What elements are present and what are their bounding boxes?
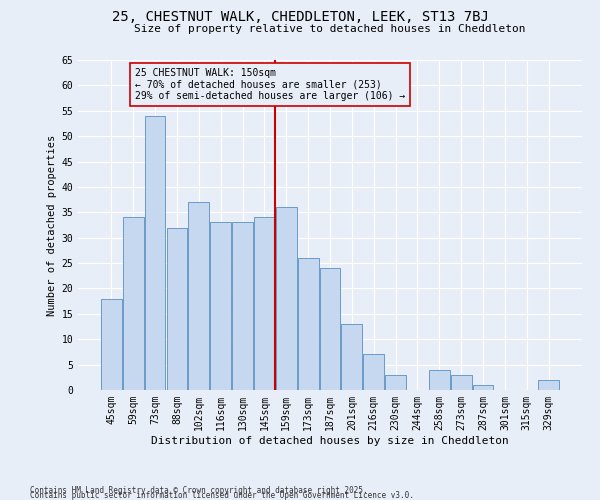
Bar [101, 298, 122, 390]
Bar [320, 268, 340, 390]
Bar [538, 380, 559, 390]
X-axis label: Distribution of detached houses by size in Cheddleton: Distribution of detached houses by size … [151, 436, 509, 446]
Bar [298, 258, 319, 390]
Y-axis label: Number of detached properties: Number of detached properties [47, 134, 57, 316]
Title: Size of property relative to detached houses in Cheddleton: Size of property relative to detached ho… [134, 24, 526, 34]
Bar [341, 324, 362, 390]
Text: 25 CHESTNUT WALK: 150sqm
← 70% of detached houses are smaller (253)
29% of semi-: 25 CHESTNUT WALK: 150sqm ← 70% of detach… [136, 68, 406, 101]
Bar [429, 370, 450, 390]
Bar [473, 385, 493, 390]
Text: Contains public sector information licensed under the Open Government Licence v3: Contains public sector information licen… [30, 491, 414, 500]
Bar [364, 354, 384, 390]
Bar [232, 222, 253, 390]
Bar [188, 202, 209, 390]
Bar [254, 218, 275, 390]
Bar [123, 218, 143, 390]
Bar [276, 207, 296, 390]
Text: Contains HM Land Registry data © Crown copyright and database right 2025.: Contains HM Land Registry data © Crown c… [30, 486, 368, 495]
Bar [385, 375, 406, 390]
Bar [451, 375, 472, 390]
Bar [145, 116, 166, 390]
Text: 25, CHESTNUT WALK, CHEDDLETON, LEEK, ST13 7BJ: 25, CHESTNUT WALK, CHEDDLETON, LEEK, ST1… [112, 10, 488, 24]
Bar [210, 222, 231, 390]
Bar [167, 228, 187, 390]
